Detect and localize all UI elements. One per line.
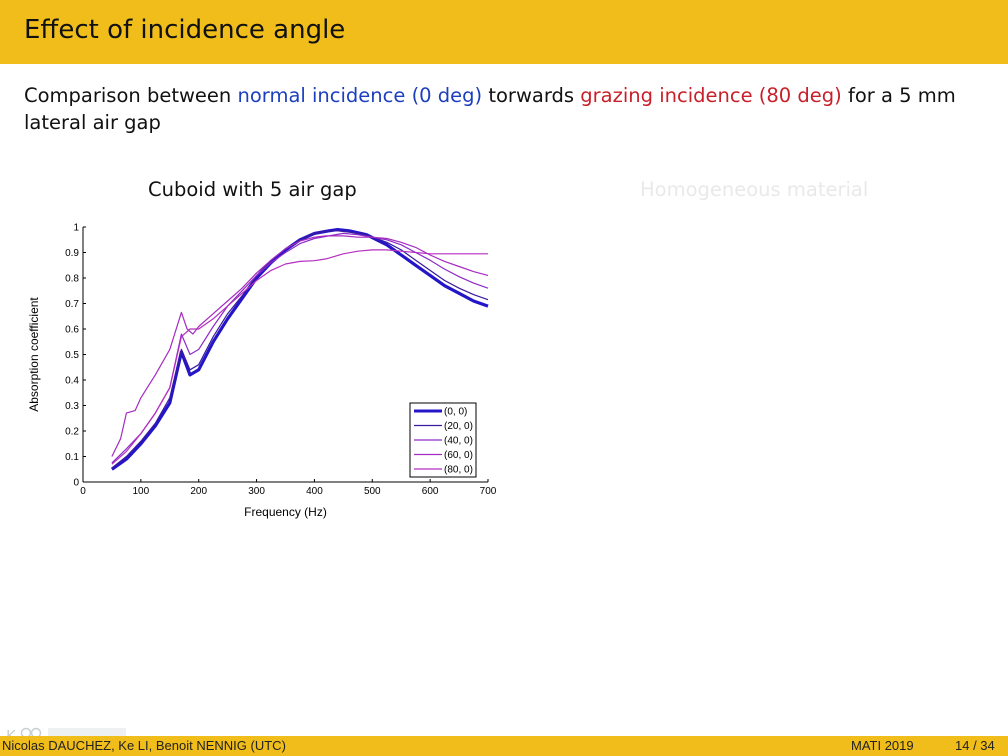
legend-label: (80, 0) bbox=[444, 465, 473, 476]
y-tick-label: 0.7 bbox=[65, 299, 79, 310]
footer-bar: Nicolas DAUCHEZ, Ke LI, Benoit NENNIG (U… bbox=[0, 736, 1008, 756]
y-tick-label: 0.3 bbox=[65, 401, 79, 412]
x-tick-label: 500 bbox=[364, 486, 381, 497]
legend-label: (60, 0) bbox=[444, 450, 473, 461]
series-line bbox=[111, 249, 488, 465]
x-tick-label: 300 bbox=[248, 486, 265, 497]
footer-authors: Nicolas DAUCHEZ, Ke LI, Benoit NENNIG (U… bbox=[2, 738, 286, 753]
intro-grazing-incidence: grazing incidence (80 deg) bbox=[580, 84, 842, 107]
x-tick-label: 400 bbox=[306, 486, 323, 497]
x-tick-label: 0 bbox=[80, 486, 86, 497]
y-tick-label: 0.1 bbox=[65, 452, 79, 463]
title-bar: Effect of incidence angle bbox=[0, 0, 1008, 64]
footer-conference: MATI 2019 bbox=[851, 738, 914, 753]
y-tick-label: 0.2 bbox=[65, 427, 79, 438]
left-chart-title: Cuboid with 5 air gap bbox=[148, 178, 357, 201]
slide-title: Effect of incidence angle bbox=[24, 15, 346, 45]
intro-normal-incidence: normal incidence (0 deg) bbox=[237, 84, 483, 107]
absorption-chart: 0 100 200 300 400 500 600 700 0 0.1 0.2 0.3 0.4 0.5 0.… bbox=[27, 223, 497, 520]
y-tick-label: 0.8 bbox=[65, 274, 79, 285]
intro-suffix: for a 5 mm lateral air gap bbox=[24, 84, 956, 134]
legend-label: (40, 0) bbox=[444, 436, 473, 447]
series-line bbox=[111, 235, 489, 457]
y-tick-label: 0.5 bbox=[65, 350, 79, 361]
y-tick-label: 0.9 bbox=[65, 248, 79, 259]
x-tick-label: 100 bbox=[133, 486, 150, 497]
y-tick-label: 0.6 bbox=[65, 325, 79, 336]
legend-label: (0, 0) bbox=[444, 407, 467, 418]
x-tick-label: 600 bbox=[422, 486, 439, 497]
x-tick-label: 700 bbox=[480, 486, 497, 497]
y-tick-label: 0.4 bbox=[65, 376, 79, 387]
footer-page-number: 14 / 34 bbox=[955, 738, 995, 753]
intro-prefix: Comparison between bbox=[24, 84, 238, 107]
x-axis-label: Frequency (Hz) bbox=[244, 505, 327, 519]
right-chart-title: Homogeneous material bbox=[640, 178, 869, 201]
y-tick-label: 1 bbox=[73, 223, 79, 234]
intro-text: Comparison between normal incidence (0 d… bbox=[24, 82, 984, 136]
y-tick-label: 0 bbox=[73, 478, 79, 489]
intro-middle: torwards bbox=[482, 84, 581, 107]
legend-label: (20, 0) bbox=[444, 421, 473, 432]
x-tick-label: 200 bbox=[190, 486, 207, 497]
y-axis-label: Absorption coefficient bbox=[27, 297, 41, 412]
